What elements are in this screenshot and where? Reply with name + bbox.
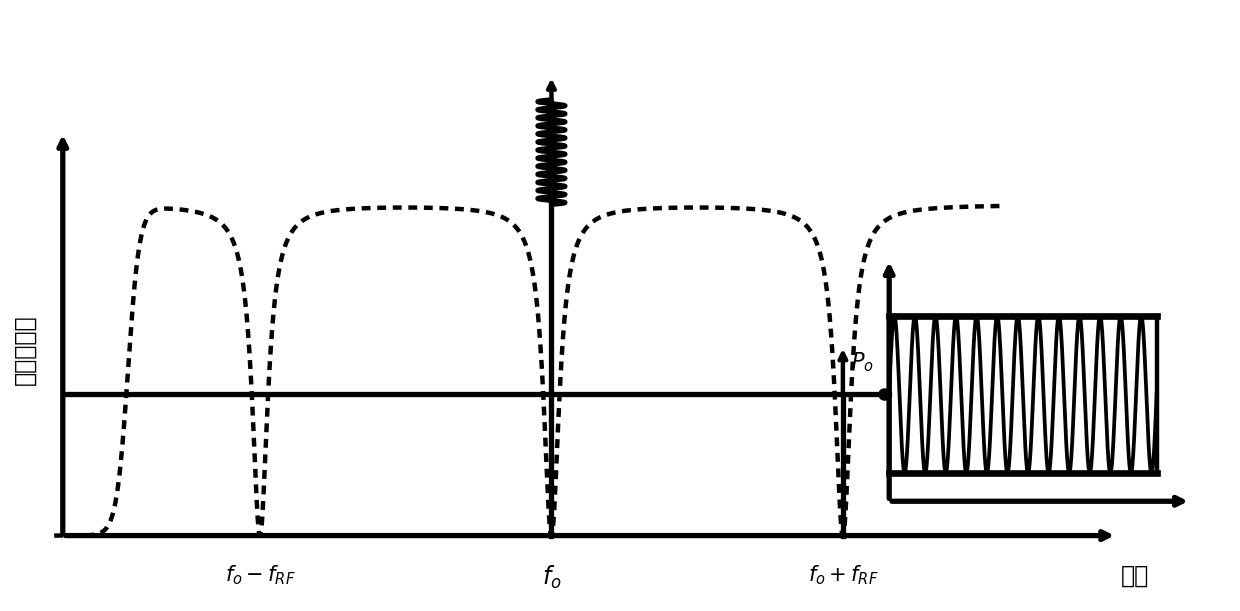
- Text: $P_o$: $P_o$: [851, 351, 874, 374]
- Text: 频率: 频率: [1121, 564, 1149, 588]
- Text: $f_o-f_{RF}$: $f_o-f_{RF}$: [224, 564, 295, 587]
- Text: $f_o$: $f_o$: [542, 564, 562, 591]
- Text: 输出光功率: 输出光功率: [14, 315, 37, 385]
- Text: $f_o+f_{RF}$: $f_o+f_{RF}$: [807, 564, 878, 587]
